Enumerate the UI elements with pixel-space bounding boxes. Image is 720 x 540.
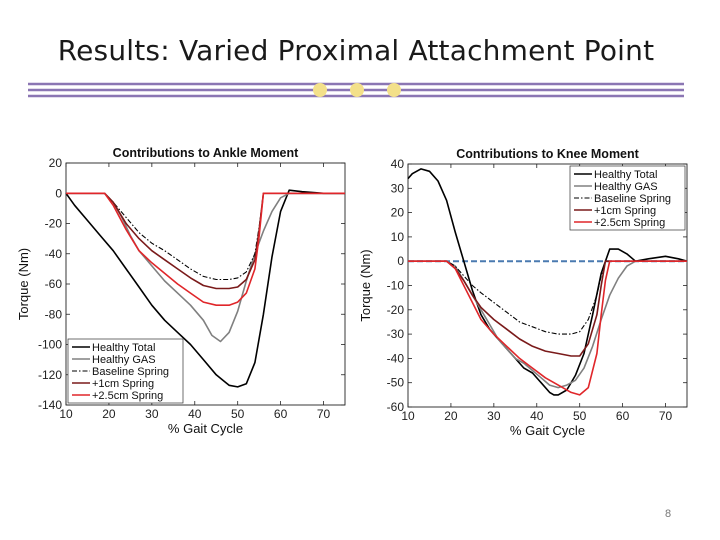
x-tick-label: 10 xyxy=(59,407,73,421)
y-tick-label: 20 xyxy=(49,156,63,170)
x-axis-label: % Gait Cycle xyxy=(510,423,585,438)
legend-label: Baseline Spring xyxy=(92,366,169,378)
y-tick-label: -20 xyxy=(387,303,405,317)
series-line-baseline-spring xyxy=(408,260,687,335)
y-tick-label: 30 xyxy=(391,181,405,195)
chart-title: Contributions to Knee Moment xyxy=(456,147,639,161)
y-tick-label: 0 xyxy=(55,186,62,200)
y-tick-label: -140 xyxy=(38,398,62,412)
series-line--1cm-spring xyxy=(66,192,345,290)
x-tick-label: 20 xyxy=(444,409,458,423)
legend-label: Healthy GAS xyxy=(92,354,156,366)
series-line-healthy-gas xyxy=(408,260,687,389)
legend-label: Healthy Total xyxy=(594,169,657,181)
page-number: 8 xyxy=(665,508,672,520)
legend-box xyxy=(67,338,184,404)
y-tick-label: -10 xyxy=(387,279,405,293)
y-tick-label: 10 xyxy=(391,230,405,244)
x-tick-label: 70 xyxy=(317,407,331,421)
x-tick-label: 30 xyxy=(145,407,159,421)
y-tick-label: 40 xyxy=(391,157,405,171)
slide-title: Results: Varied Proximal Attachment Poin… xyxy=(57,34,655,67)
legend-label: Healthy Total xyxy=(92,342,155,354)
x-axis-label: % Gait Cycle xyxy=(168,421,243,436)
x-tick-label: 10 xyxy=(401,409,415,423)
series-line--1cm-spring xyxy=(408,260,687,357)
x-tick-label: 30 xyxy=(487,409,501,423)
y-axis-label: Torque (Nm) xyxy=(358,249,373,321)
y-tick-label: 0 xyxy=(397,254,404,268)
x-tick-label: 60 xyxy=(274,407,288,421)
y-tick-label: 20 xyxy=(391,206,405,220)
legend-label: Baseline Spring xyxy=(594,193,671,205)
y-tick-label: -20 xyxy=(45,217,63,231)
chart-title: Contributions to Ankle Moment xyxy=(113,146,299,160)
series-line-healthy-gas xyxy=(66,192,345,343)
series-line-healthy-total xyxy=(65,189,345,388)
y-tick-label: -40 xyxy=(387,351,405,365)
series-line--2-5cm-spring xyxy=(66,192,345,306)
divider-dot xyxy=(387,83,401,97)
x-tick-label: 40 xyxy=(188,407,202,421)
title-divider xyxy=(28,82,684,98)
legend-label: +1cm Spring xyxy=(594,205,656,217)
x-tick-label: 40 xyxy=(530,409,544,423)
y-tick-label: -40 xyxy=(45,247,63,261)
y-tick-label: -80 xyxy=(45,307,63,321)
series-line--2-5cm-spring xyxy=(408,260,687,396)
x-tick-label: 70 xyxy=(659,409,673,423)
divider-dot xyxy=(350,83,364,97)
y-axis-label: Torque (Nm) xyxy=(16,248,31,320)
x-tick-label: 60 xyxy=(616,409,630,423)
legend-label: Healthy GAS xyxy=(594,181,658,193)
x-tick-label: 20 xyxy=(102,407,116,421)
legend-label: +2.5cm Spring xyxy=(594,217,665,229)
x-tick-label: 50 xyxy=(231,407,245,421)
x-tick-label: 50 xyxy=(573,409,587,423)
series-line-healthy-total xyxy=(407,168,688,396)
legend-box xyxy=(569,165,686,231)
y-tick-label: -30 xyxy=(387,327,405,341)
divider-dot xyxy=(313,83,327,97)
y-tick-label: -120 xyxy=(38,368,62,382)
y-tick-label: -100 xyxy=(38,338,62,352)
y-tick-label: -60 xyxy=(45,277,63,291)
legend-label: +1cm Spring xyxy=(92,378,154,390)
y-tick-label: -60 xyxy=(387,400,405,414)
y-tick-label: -50 xyxy=(387,376,405,390)
legend-label: +2.5cm Spring xyxy=(92,390,163,402)
